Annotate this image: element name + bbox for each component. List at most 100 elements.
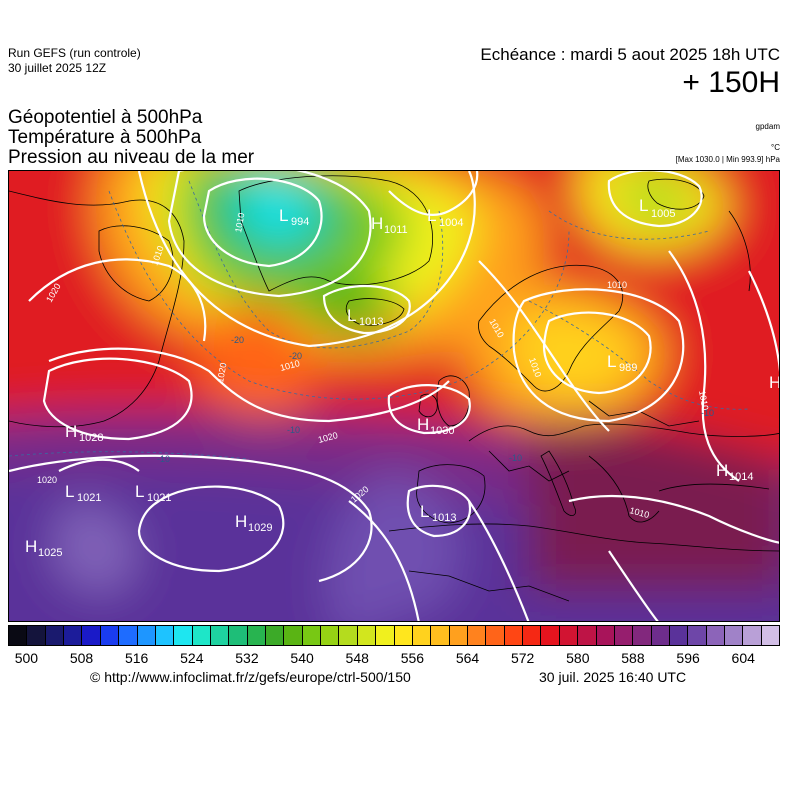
color-scale-cell — [155, 626, 175, 645]
color-scale-cell — [357, 626, 377, 645]
isotherm-label: -20 — [289, 351, 302, 361]
color-scale-cell — [27, 626, 46, 645]
center-high-1029-value: 1029 — [248, 522, 272, 534]
isotherm-minus-10-b — [9, 451, 250, 460]
pressure-max-min: [Max 1030.0 | Min 993.9] hPa — [675, 155, 780, 164]
isotherm-labels: -20 -20 -10 -10 -10 -10 — [157, 335, 714, 464]
isobar-1020-atlantic — [48, 347, 450, 423]
color-scale-cell — [284, 626, 303, 645]
turkey-coast — [658, 483, 770, 492]
novaya-zemlya — [728, 210, 751, 292]
color-scale-cell — [761, 626, 780, 645]
color-scale-tick: 596 — [676, 650, 700, 666]
isobar-low-989 — [542, 311, 652, 395]
baffin-coast — [98, 225, 174, 302]
isobar-label: 1010 — [607, 280, 627, 290]
greenland-coast — [238, 175, 433, 292]
isobar-ring-2 — [137, 171, 476, 348]
color-scale-cell — [119, 626, 138, 645]
color-scale-cell — [578, 626, 597, 645]
color-scale-cell — [376, 626, 395, 645]
isotherm-minus-10-d — [528, 300, 750, 410]
north-america-coast — [9, 190, 185, 428]
color-scale-cell — [339, 626, 358, 645]
isotherm-label: -10 — [157, 454, 170, 464]
isobar-low-1021 — [58, 458, 140, 472]
color-scale-cell — [596, 626, 615, 645]
center-low-994-letter: L — [279, 206, 288, 225]
color-scale-tick: 564 — [455, 650, 480, 666]
isotherms — [9, 180, 750, 460]
color-scale-cell — [614, 626, 634, 645]
balkans-coast — [588, 455, 660, 523]
color-scale-ticks: 500 508 516 524 532 540 548 556 564 572 580 588 596 6… — [0, 650, 788, 668]
color-scale-cell — [247, 626, 267, 645]
color-scale-cell — [743, 626, 762, 645]
isotherm-minus-10-c — [548, 210, 710, 240]
isobar-high-1029 — [137, 485, 285, 573]
isotherm-label: -10 — [287, 425, 300, 435]
isotherm-label: -20 — [231, 335, 244, 345]
isobars — [9, 171, 779, 621]
isotherm-label: -10 — [509, 453, 522, 463]
isobar-low-994 — [202, 177, 323, 268]
unit-temperature: °C — [771, 143, 780, 152]
center-high-1014-value: 1014 — [729, 471, 753, 483]
field-title-pressure: Pression au niveau de la mer — [8, 147, 255, 168]
british-isles — [436, 375, 470, 427]
isobar-1020-south — [9, 454, 373, 583]
land-masses — [9, 175, 779, 602]
color-scale-bar — [8, 625, 780, 646]
color-scale-cell — [9, 626, 28, 645]
center-low-1021-east-letter: L — [135, 482, 144, 501]
italy-coast — [540, 450, 576, 516]
color-scale-tick: 524 — [180, 650, 204, 666]
color-scale-cell — [633, 626, 652, 645]
isobar-label: 1020 — [37, 475, 57, 485]
center-high-1029-letter: H — [235, 512, 247, 531]
color-scale-cell — [431, 626, 450, 645]
field-title-temperature: Température à 500hPa — [8, 127, 202, 148]
color-scale-cell — [467, 626, 487, 645]
scandinavia-coast — [478, 264, 624, 392]
pressure-centers: L 994 H 1011 L 1004 L 1005 L 1013 L 989 … — [25, 196, 779, 559]
color-scale-tick: 500 — [14, 650, 39, 666]
center-high-1028-value: 1028 — [79, 432, 103, 444]
color-scale-tick: 540 — [290, 650, 314, 666]
color-scale-cell — [688, 626, 707, 645]
center-low-1021-west-letter: L — [65, 482, 74, 501]
isobar-svalbard — [607, 171, 703, 228]
color-scale-cell — [45, 626, 65, 645]
isobar-ring-1 — [167, 171, 372, 298]
forecast-map: L 994 H 1011 L 1004 L 1005 L 1013 L 989 … — [8, 170, 780, 622]
center-low-1004-value: 1004 — [439, 217, 463, 229]
center-low-1005-letter: L — [639, 196, 648, 215]
center-low-1005-value: 1005 — [651, 208, 675, 220]
color-scale-tick: 516 — [124, 650, 149, 666]
isobar-label: 1010 — [697, 390, 710, 411]
isotherm-label: -10 — [701, 408, 714, 418]
color-scale-cell — [669, 626, 689, 645]
color-scale-cell — [192, 626, 211, 645]
copyright-link[interactable]: © http://www.infoclimat.fr/z/gefs/europe… — [90, 669, 411, 685]
color-scale-cell — [541, 626, 560, 645]
geopotential-field — [9, 171, 779, 621]
color-scale-cell — [100, 626, 120, 645]
center-high-1011-letter: H — [371, 214, 383, 233]
center-high-1025-value: 1025 — [38, 547, 62, 559]
iberia-coast — [416, 464, 486, 524]
isobar-iberian-low — [406, 484, 472, 538]
north-africa-coast — [388, 523, 779, 552]
isobar-far-east — [748, 270, 779, 373]
color-scale-cell — [137, 626, 156, 645]
color-scale-cell — [394, 626, 413, 645]
country-borders-west — [488, 450, 570, 482]
color-scale-cell — [229, 626, 248, 645]
center-low-1021-west-value: 1021 — [77, 492, 101, 504]
isobar-med — [568, 494, 779, 544]
europe-mainland — [468, 423, 779, 442]
center-high-1030-value: 1030 — [430, 425, 454, 437]
isobar-1020-west — [28, 258, 207, 342]
color-scale-tick: 572 — [510, 650, 535, 666]
center-high-1030-letter: H — [417, 415, 429, 434]
